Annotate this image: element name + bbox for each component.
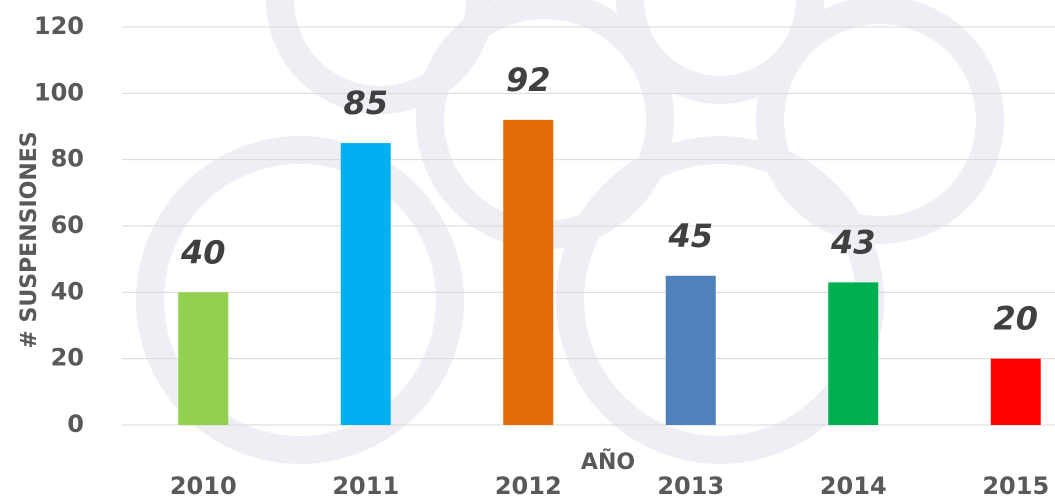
- x-tick-label: 2013: [657, 472, 724, 500]
- bar: [503, 119, 554, 425]
- data-label: 85: [343, 84, 388, 122]
- y-axis-title: # SUSPENSIONES: [17, 131, 42, 348]
- x-tick-label: 2015: [982, 472, 1049, 500]
- y-tick-label: 120: [34, 12, 84, 40]
- bar: [340, 143, 391, 426]
- data-label: 40: [180, 233, 226, 271]
- bar: [665, 275, 716, 425]
- y-tick-label: 0: [67, 410, 84, 438]
- y-tick-label: 80: [51, 145, 84, 173]
- bar: [828, 282, 879, 425]
- x-tick-label: 2011: [332, 472, 399, 500]
- x-tick-label: 2014: [820, 472, 887, 500]
- y-tick-label: 40: [51, 277, 84, 305]
- data-label: 92: [506, 61, 551, 99]
- y-tick-label: 20: [51, 344, 84, 372]
- data-label: 20: [993, 300, 1038, 338]
- x-axis-title: AÑO: [581, 449, 635, 475]
- data-label: 45: [667, 217, 713, 255]
- x-tick-label: 2010: [170, 472, 237, 500]
- y-tick-label: 100: [34, 78, 84, 106]
- x-tick-label: 2012: [495, 472, 562, 500]
- data-label: 43: [830, 223, 876, 261]
- bar: [990, 358, 1041, 425]
- bar: [178, 292, 229, 425]
- y-tick-label: 60: [51, 211, 84, 239]
